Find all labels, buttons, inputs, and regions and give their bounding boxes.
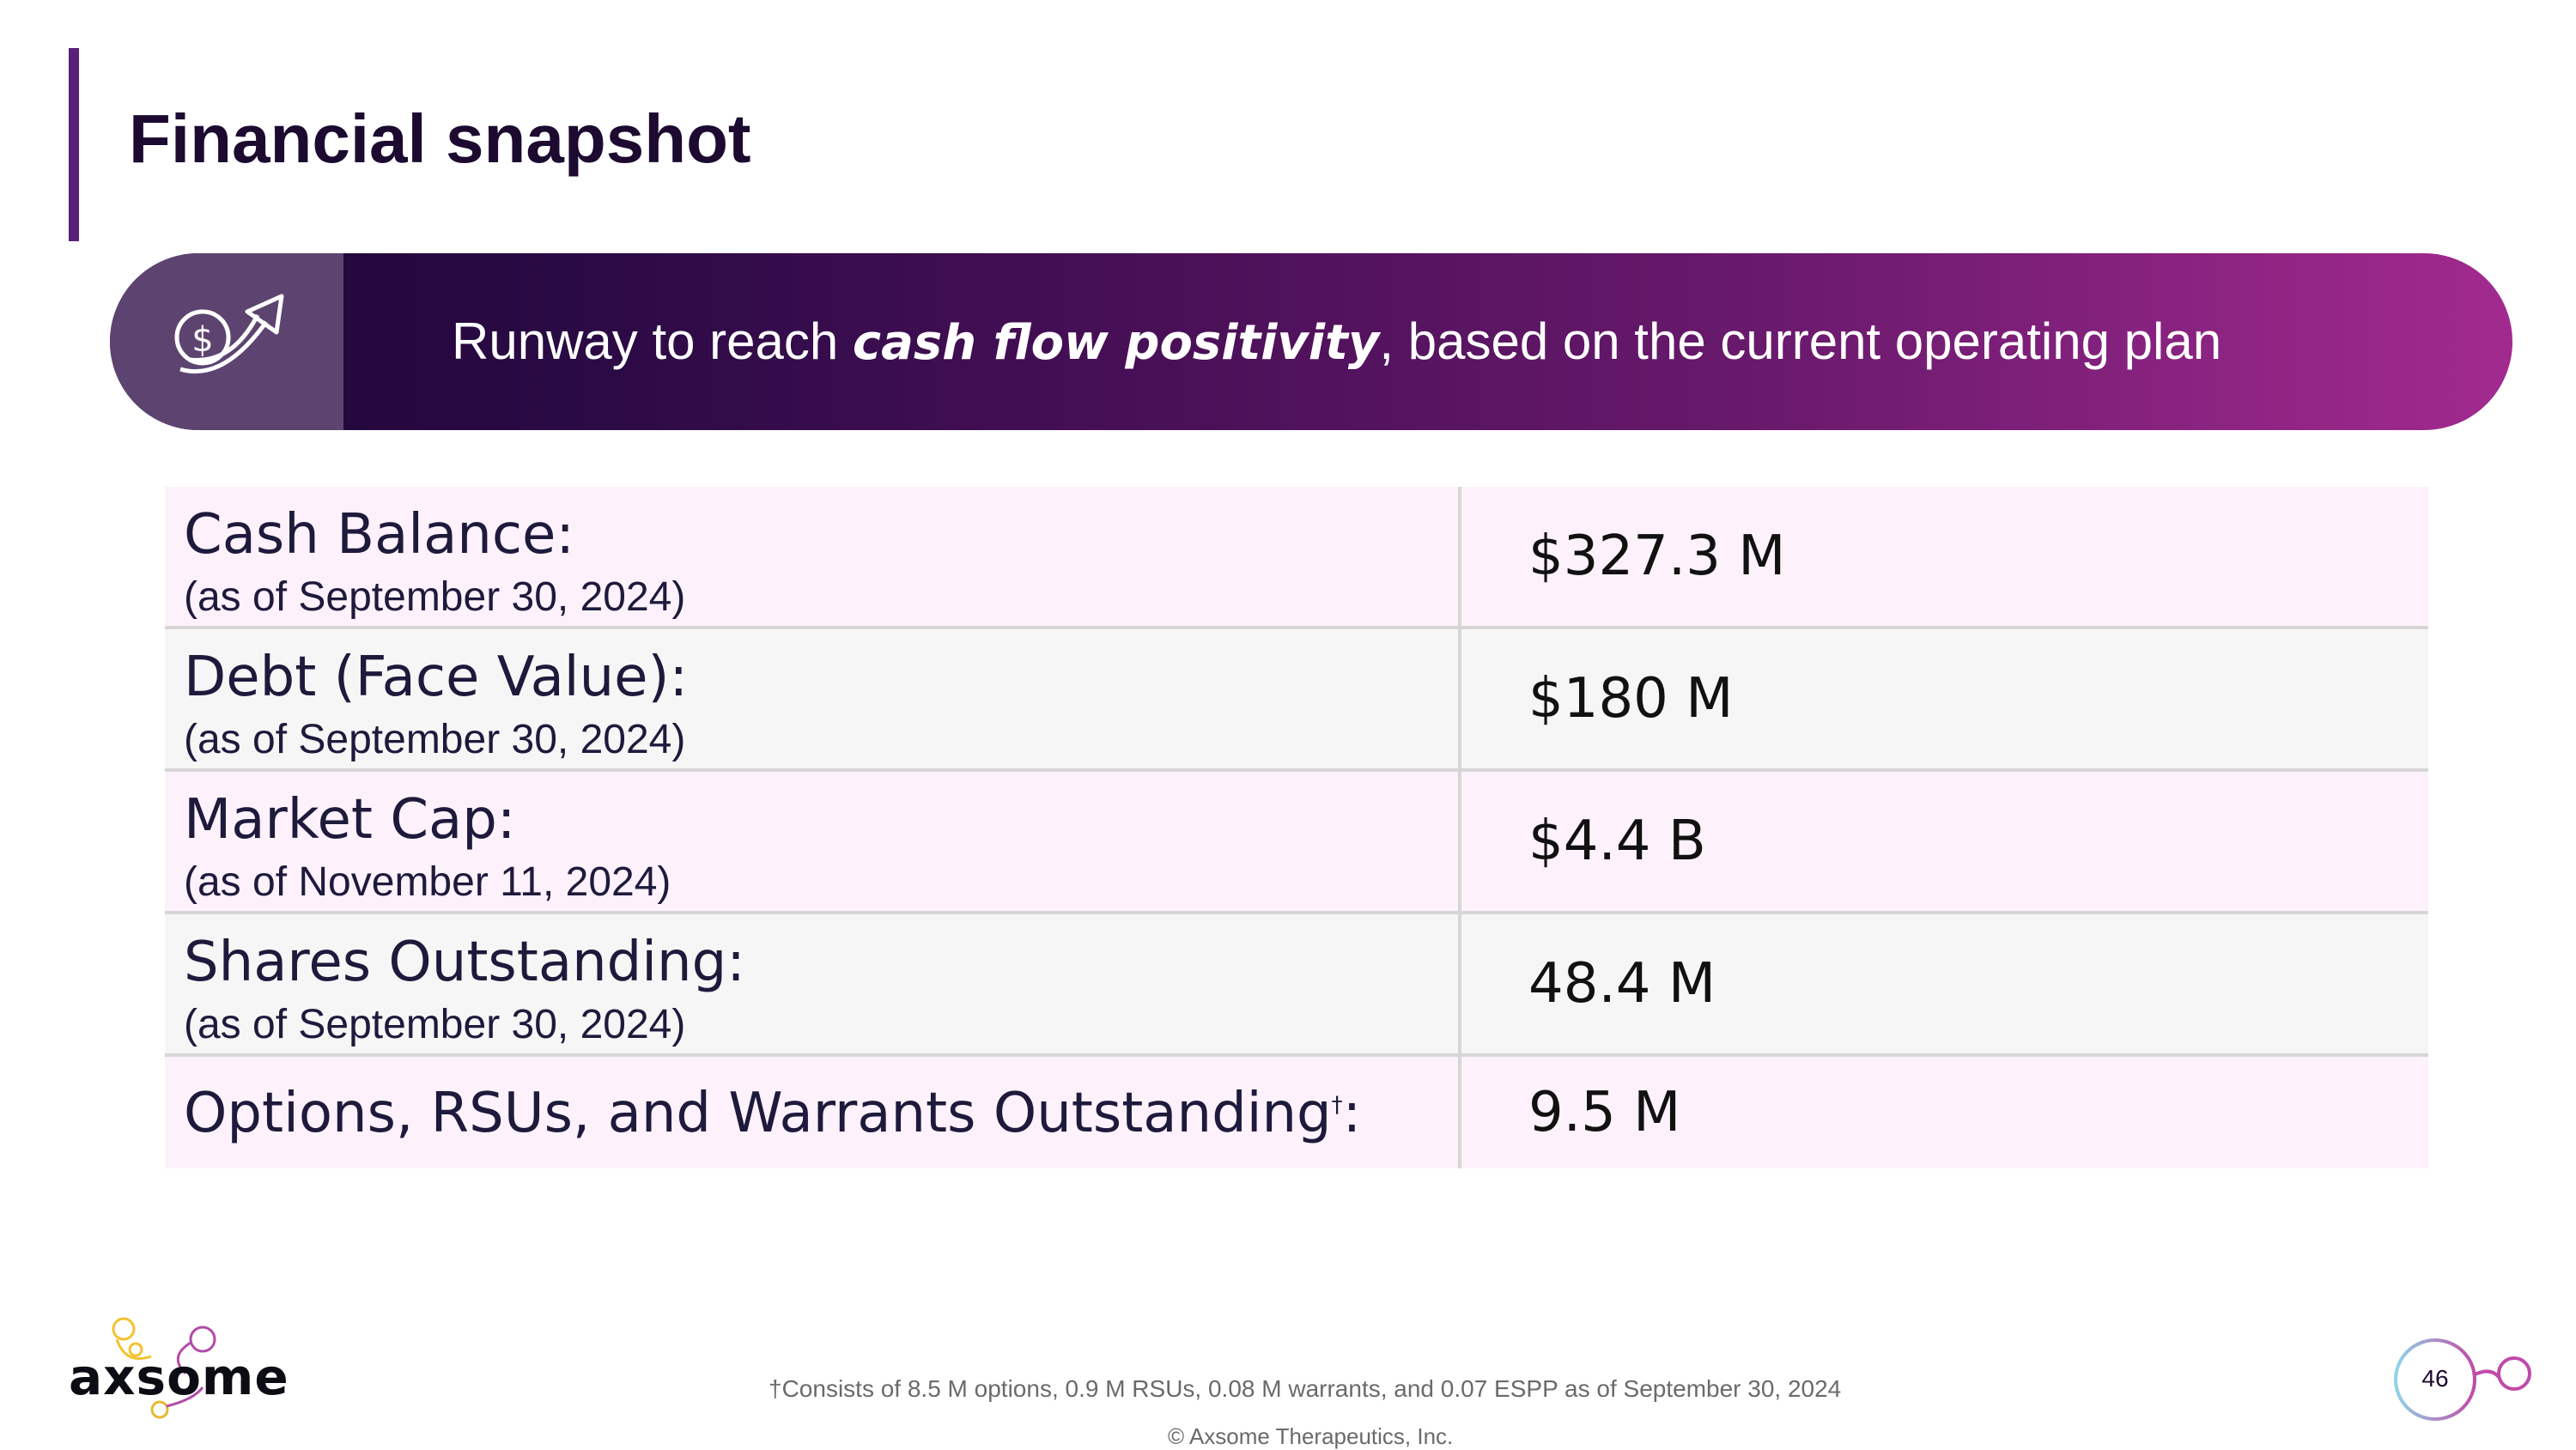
money-growth-arrow-icon: $ — [174, 294, 284, 374]
row-label-text: Options, RSUs, and Warrants Outstanding — [184, 1082, 1332, 1145]
row-label: Market Cap: — [184, 788, 516, 852]
banner-text: Runway to reach cash flow positivity, ba… — [452, 253, 2221, 430]
banner-text-after: , based on the current operating plan — [1379, 312, 2222, 370]
slide-title: Financial snapshot — [129, 100, 751, 177]
row-label-cell: Options, RSUs, and Warrants Outstanding†… — [165, 1057, 1461, 1168]
table-row: Options, RSUs, and Warrants Outstanding†… — [165, 1057, 2428, 1168]
row-value: 9.5 M — [1528, 1081, 1681, 1144]
runway-banner: $ Runway to reach cash flow positivity, … — [110, 253, 2512, 430]
row-label: Debt (Face Value): — [184, 646, 689, 709]
banner-text-before: Runway to reach — [452, 312, 853, 370]
table-row: Market Cap: (as of November 11, 2024) $4… — [165, 772, 2428, 914]
row-label: Shares Outstanding: — [184, 931, 745, 994]
row-label: Options, RSUs, and Warrants Outstanding†… — [184, 1081, 1361, 1147]
banner-icon-box: $ — [110, 253, 343, 430]
row-label-cell: Debt (Face Value): (as of September 30, … — [165, 629, 1461, 768]
row-value: $4.4 B — [1528, 810, 1706, 873]
financial-table: Cash Balance: (as of September 30, 2024)… — [165, 487, 2428, 1168]
row-value: 48.4 M — [1528, 952, 1716, 1016]
row-label-cell: Market Cap: (as of November 11, 2024) — [165, 772, 1461, 911]
row-sublabel: (as of September 30, 2024) — [184, 717, 686, 762]
row-sublabel: (as of November 11, 2024) — [184, 859, 671, 905]
table-row: Debt (Face Value): (as of September 30, … — [165, 629, 2428, 772]
axsome-logo-mark — [112, 1317, 216, 1419]
row-label-suffix: : — [1342, 1082, 1362, 1145]
row-value: $180 M — [1528, 667, 1734, 731]
row-label-cell: Shares Outstanding: (as of September 30,… — [165, 914, 1461, 1053]
page-number-badge-icon — [2394, 1338, 2531, 1421]
footnote: †Consists of 8.5 M options, 0.9 M RSUs, … — [769, 1375, 1842, 1402]
title-accent-bar — [69, 48, 79, 241]
page-number: 46 — [2421, 1365, 2449, 1392]
row-sublabel: (as of September 30, 2024) — [184, 574, 686, 620]
copyright: © Axsome Therapeutics, Inc. — [1168, 1423, 1454, 1449]
row-value: $327.3 M — [1528, 525, 1786, 588]
row-sublabel: (as of September 30, 2024) — [184, 1002, 686, 1047]
dagger-mark: † — [1331, 1092, 1343, 1119]
table-row: Shares Outstanding: (as of September 30,… — [165, 914, 2428, 1057]
row-label: Cash Balance: — [184, 503, 574, 567]
axsome-logo-text: axsome — [69, 1348, 289, 1406]
banner-text-emphasis: cash flow positivity — [852, 315, 1380, 371]
row-label-cell: Cash Balance: (as of September 30, 2024) — [165, 487, 1461, 626]
svg-text:$: $ — [191, 320, 213, 360]
table-row: Cash Balance: (as of September 30, 2024)… — [165, 487, 2428, 629]
